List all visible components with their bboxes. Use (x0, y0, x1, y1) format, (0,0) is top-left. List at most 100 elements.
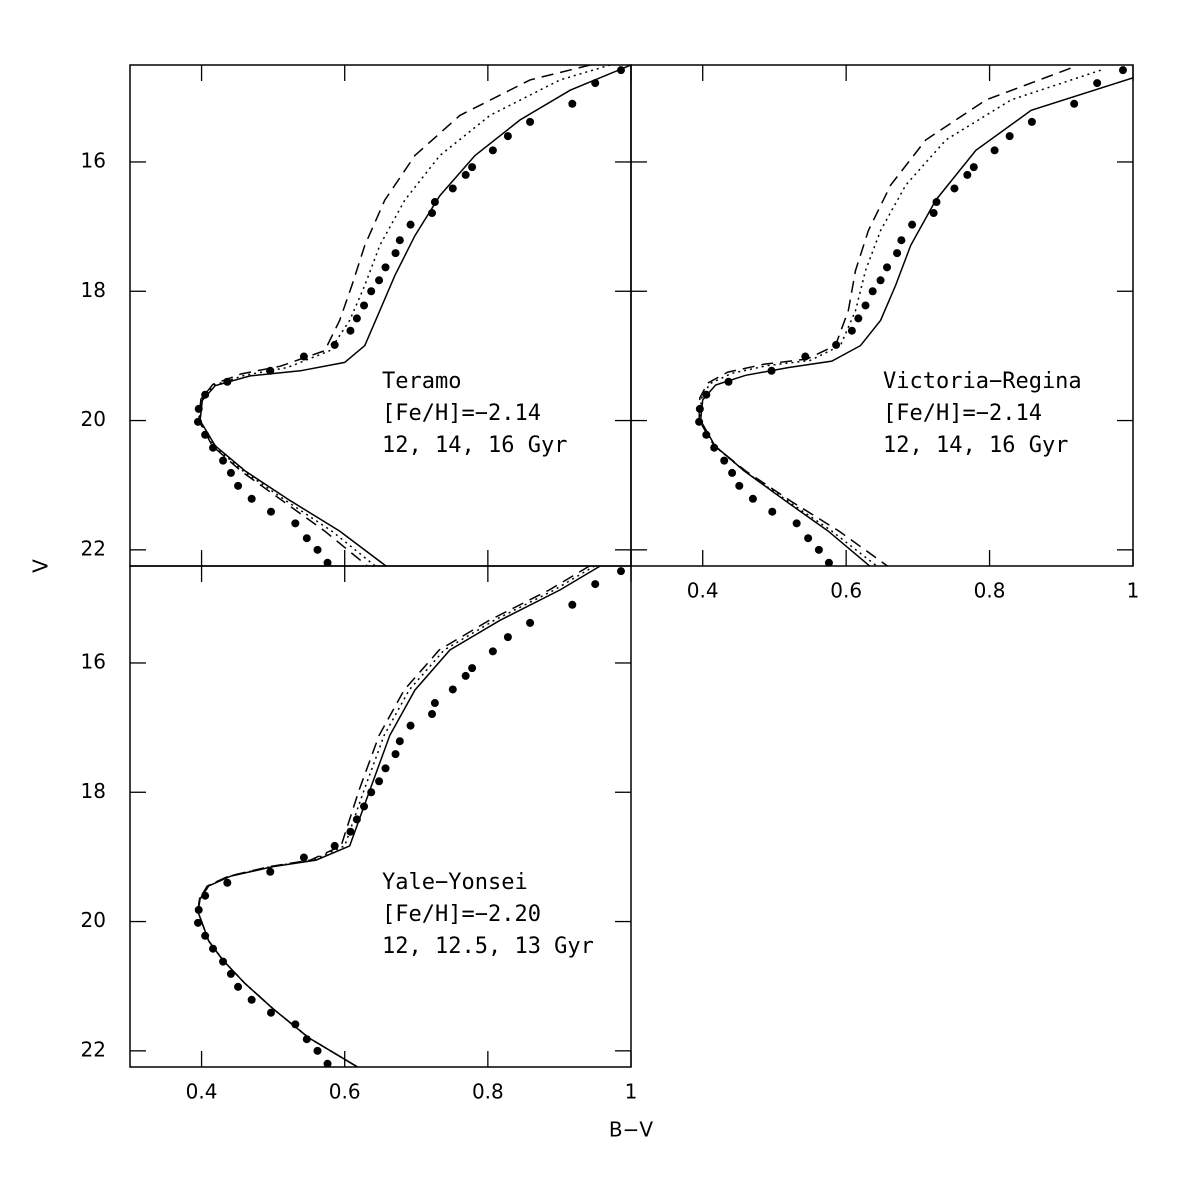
data-point (847, 326, 856, 335)
data-point (448, 184, 457, 193)
data-point (1005, 132, 1014, 141)
data-point (291, 1020, 300, 1029)
data-point (1027, 117, 1036, 126)
annotation: 12, 14, 16 Gyr (382, 433, 567, 458)
data-point (247, 494, 256, 503)
data-point (1093, 79, 1102, 88)
x-tick-label: 0.4 (186, 1080, 218, 1104)
data-point (503, 132, 512, 141)
x-tick-label: 0.6 (830, 579, 862, 603)
y-tick-label: 18 (81, 779, 106, 803)
plot-area (695, 66, 1133, 566)
data-point (406, 220, 415, 229)
data-point (226, 969, 235, 978)
isochrone (199, 65, 631, 566)
data-point (568, 600, 577, 609)
annotation: 12, 12.5, 13 Gyr (382, 934, 594, 959)
y-axis-label: V (29, 559, 53, 573)
data-point (448, 685, 457, 694)
data-point (969, 163, 978, 172)
data-point (861, 301, 870, 310)
data-point (299, 853, 308, 862)
data-point (330, 340, 339, 349)
data-point (381, 764, 390, 773)
data-point (897, 236, 906, 245)
y-tick-label: 16 (81, 649, 106, 673)
data-point (868, 287, 877, 296)
isochrone (698, 67, 1071, 566)
data-point (824, 558, 833, 566)
data-point (302, 534, 311, 543)
x-tick-label: 0.4 (687, 579, 719, 603)
annotation: [Fe/H]=−2.14 (382, 401, 541, 426)
plot-area (193, 65, 631, 566)
data-point (768, 507, 777, 516)
data-point (883, 263, 892, 272)
y-tick-label: 22 (81, 536, 106, 560)
data-point (990, 146, 999, 155)
data-point (526, 117, 535, 126)
data-point (1070, 99, 1079, 108)
data-point (854, 314, 863, 323)
annotation: Victoria−Regina (883, 369, 1082, 394)
data-point (876, 276, 885, 285)
y-tick-label: 20 (81, 407, 106, 431)
isochrone (197, 566, 590, 1067)
data-point (375, 276, 384, 285)
annotation: Teramo (382, 369, 461, 394)
y-tick-label: 16 (81, 148, 106, 172)
data-point (430, 699, 439, 708)
data-point (219, 456, 228, 465)
data-point (428, 710, 437, 719)
data-point (591, 580, 600, 589)
data-point (234, 481, 243, 490)
isochrone (197, 65, 591, 566)
annotation: [Fe/H]=−2.20 (382, 902, 541, 927)
isochrone (699, 77, 1133, 566)
data-point (313, 1046, 322, 1055)
panel: 0.4 0.6 0.8 1 16 18 20 22 Yale−Yonsei [Fe/H]=−2.2… (81, 565, 653, 1142)
data-point (323, 1059, 332, 1067)
data-point (804, 534, 813, 543)
data-point (352, 314, 361, 323)
y-tick-label: 18 (81, 278, 106, 302)
data-point (391, 249, 400, 258)
x-axis-label: B−V (609, 1118, 653, 1142)
panel: 16 18 20 22 Teramo [Fe/H]=−2.14 12, 14, 16 Gyr… (29, 64, 632, 573)
data-point (223, 878, 232, 887)
isochrone (198, 65, 611, 566)
data-point (266, 1008, 275, 1017)
data-point (266, 507, 275, 516)
data-point (266, 867, 275, 876)
data-point (461, 671, 470, 680)
data-point (461, 170, 470, 179)
y-tick-label: 22 (81, 1037, 106, 1061)
data-point (201, 390, 210, 399)
panel: 0.4 0.6 0.8 1 Victoria−Regina [Fe/H]=−2.14 12,… (630, 64, 1140, 603)
data-point (375, 777, 384, 786)
data-point (720, 456, 729, 465)
data-point (488, 146, 497, 155)
data-point (932, 198, 941, 207)
data-point (568, 99, 577, 108)
x-tick-label: 0.6 (329, 1080, 361, 1104)
annotation: [Fe/H]=−2.14 (883, 401, 1042, 426)
data-point (950, 184, 959, 193)
x-tick-label: 1 (1127, 579, 1140, 603)
data-point (313, 545, 322, 554)
x-tick-label: 0.8 (472, 1080, 504, 1104)
data-point (792, 519, 801, 528)
data-point (247, 995, 256, 1004)
data-point (488, 647, 497, 656)
data-point (360, 301, 369, 310)
x-tick-label: 0.8 (974, 579, 1006, 603)
data-point (395, 236, 404, 245)
data-point (1118, 66, 1127, 75)
data-point (503, 633, 512, 642)
data-point (735, 481, 744, 490)
data-point (346, 827, 355, 836)
data-point (193, 918, 202, 927)
data-point (728, 468, 737, 477)
